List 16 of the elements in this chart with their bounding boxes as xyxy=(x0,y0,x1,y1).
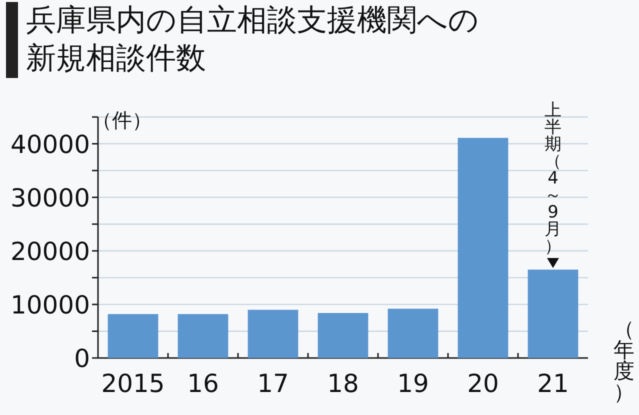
y-tick-label: 0 xyxy=(74,344,90,373)
title: 兵庫県内の自立相談支援機関への新規相談件数 xyxy=(6,2,481,78)
x-tick-label: 20 xyxy=(467,369,499,398)
y-tick-label: 10000 xyxy=(10,290,90,320)
x-axis-title: （年度） xyxy=(614,316,634,404)
annotation: 上半期（4～9月） xyxy=(544,100,562,268)
x-tick-label: 19 xyxy=(397,369,429,398)
y-tick-label: 40000 xyxy=(10,130,90,159)
x-tick-label: 2015 xyxy=(101,369,165,398)
x-tick-label: 21 xyxy=(537,369,569,398)
y-tick-label: 30000 xyxy=(10,183,90,212)
y-tick-label: 20000 xyxy=(10,236,90,266)
x-tick-label: 16 xyxy=(187,369,219,398)
x-tick-label: 18 xyxy=(327,369,359,398)
y-axis-title: （件） xyxy=(92,108,152,132)
x-tick-label: 17 xyxy=(257,369,289,398)
